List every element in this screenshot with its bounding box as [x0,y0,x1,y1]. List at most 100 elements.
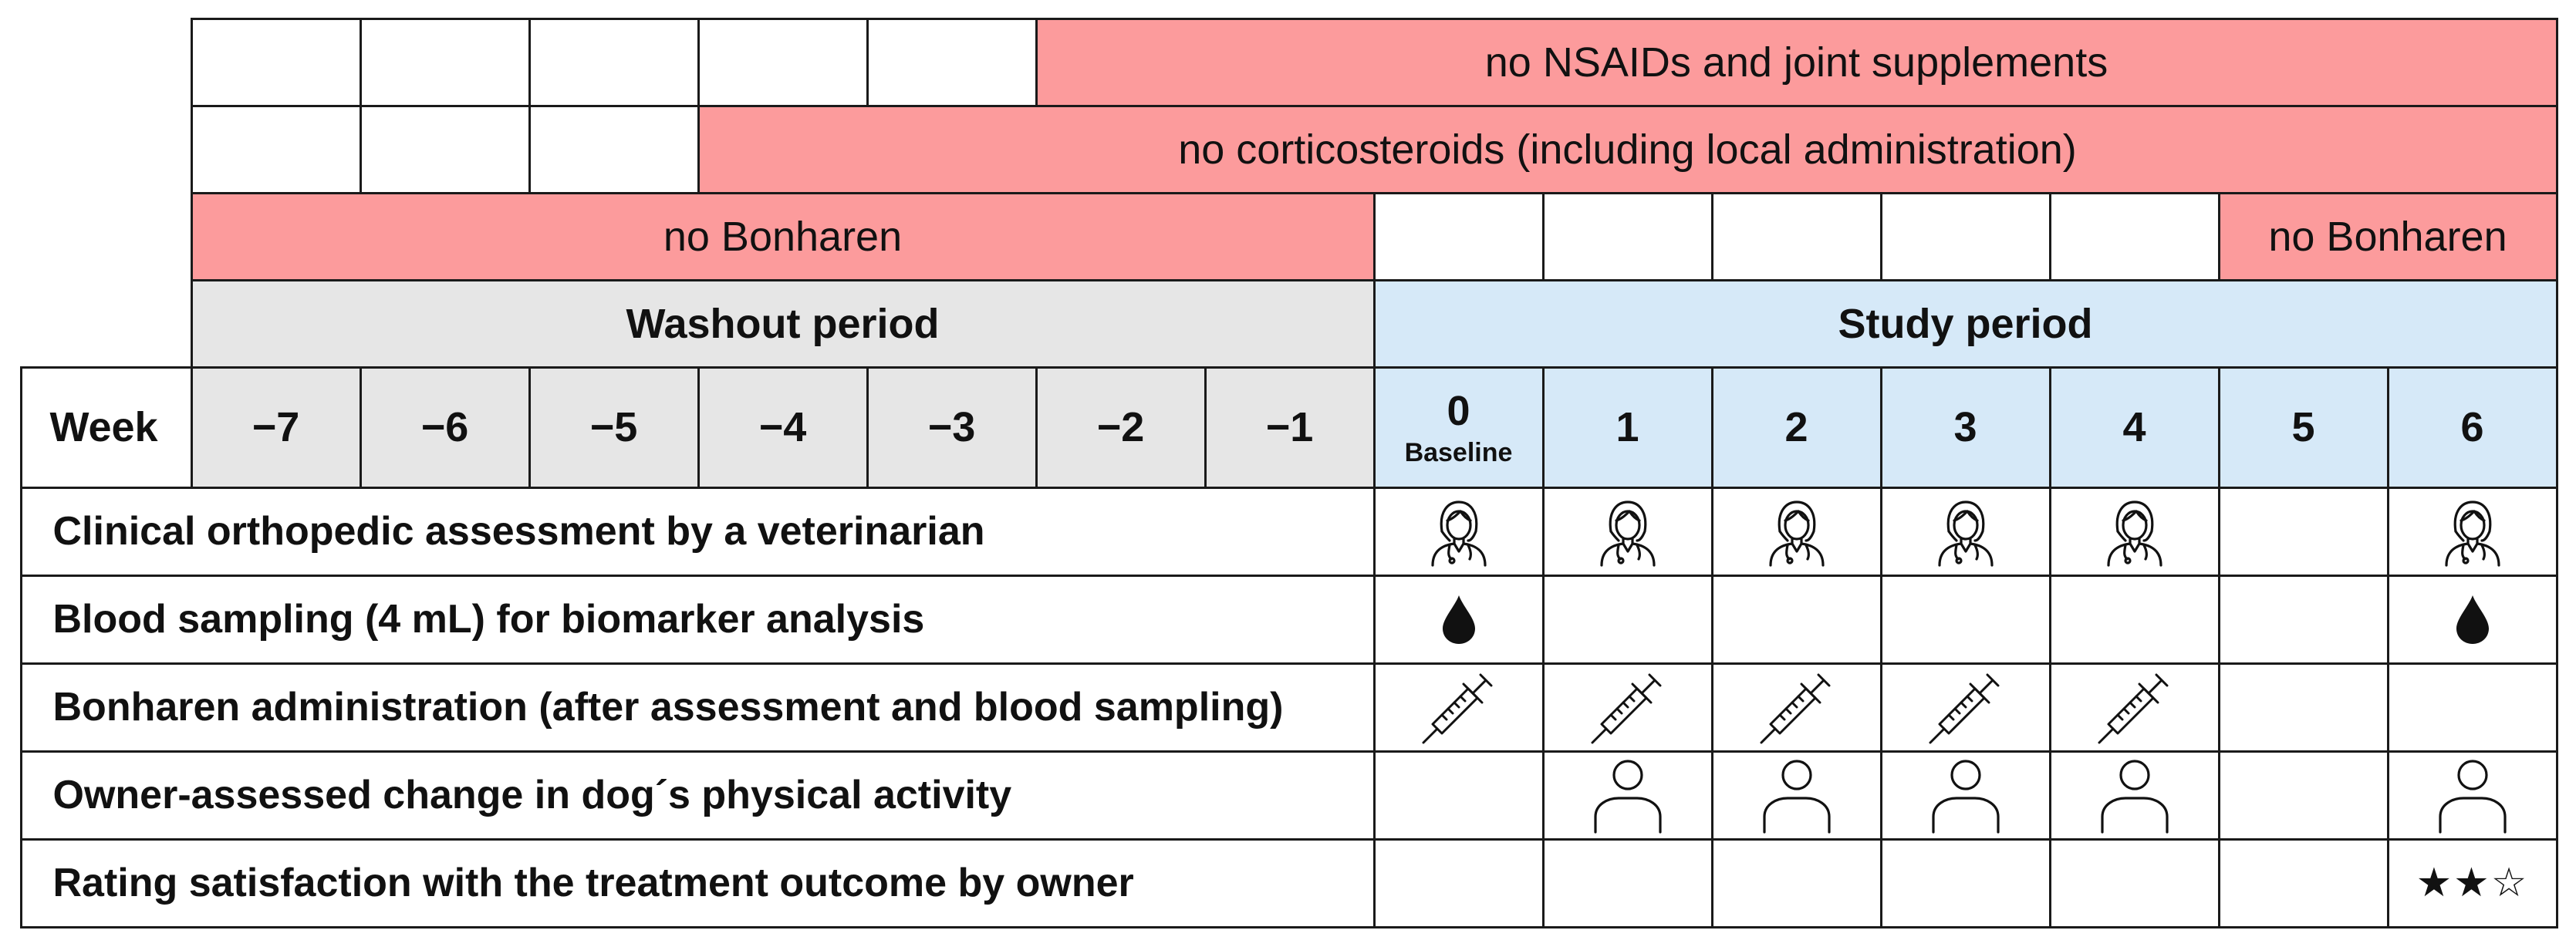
activity-cell [2386,662,2558,753]
washout-period-label: Washout period [626,300,940,347]
empty-cell [359,17,531,107]
week-number: 6 [2460,404,2484,450]
activity-cell [2048,662,2220,753]
week-cell: −6 [359,366,531,489]
activity-cell [1372,574,1545,665]
restriction-nsaids-label: no NSAIDs and joint supplements [1484,39,2108,86]
syringe-icon [1589,669,1666,746]
activity-label-cell: Owner-assessed change in dog´s physical … [19,750,1376,841]
week-number: −5 [589,404,638,450]
week-number: −1 [1265,404,1314,450]
week-cell: 5 [2217,366,2389,489]
empty-cell [1372,191,1545,281]
washout-period-header: Washout period [190,278,1376,369]
activity-cell [1372,662,1545,753]
week-number: −2 [1096,404,1145,450]
activity-cell [2048,750,2220,841]
week-number: 3 [1953,404,1977,450]
restriction-nsaids: no NSAIDs and joint supplements [1035,17,2558,107]
veterinarian-icon [1426,496,1491,567]
empty-cell [697,17,869,107]
syringe-icon [1927,669,2004,746]
activity-cell [1541,837,1713,928]
activity-cell [2217,750,2389,841]
activity-cell [2217,486,2389,577]
week-number: 1 [1615,404,1639,450]
baseline-label: Baseline [1404,437,1513,467]
restriction-bonharen-end-label: no Bonharen [2268,213,2507,260]
activity-cell [1541,486,1713,577]
activity-cell [1541,662,1713,753]
activity-cell [1879,486,2051,577]
empty-cell [190,17,362,107]
week-cell: −5 [528,366,700,489]
veterinarian-icon [2102,496,2167,567]
activity-cell [2048,574,2220,665]
activity-cell: ★★☆ [2386,837,2558,928]
empty-cell [2048,191,2220,281]
stars-icon: ★★☆ [2416,860,2529,906]
week-number: 4 [2122,404,2146,450]
empty-cell [1541,191,1713,281]
week-cell: 3 [1879,366,2051,489]
person-icon [1929,757,2003,834]
activity-cell [1879,574,2051,665]
activity-cell [1372,486,1545,577]
activity-cell [2217,837,2389,928]
activity-cell [2386,574,2558,665]
activity-cell [1372,837,1545,928]
activity-cell [1710,574,1882,665]
week-cell: 1 [1541,366,1713,489]
person-icon [2436,757,2510,834]
empty-cell [866,17,1038,107]
restriction-corticosteroids-label: no corticosteroids (including local admi… [1178,126,2077,173]
week-label-cell: Week [19,366,193,489]
study-period-header: Study period [1372,278,2558,369]
activity-label-cell: Bonharen administration (after assessmen… [19,662,1376,753]
empty-cell [528,17,700,107]
restriction-bonharen-washout: no Bonharen [190,191,1376,281]
veterinarian-icon [1933,496,1998,567]
blood-drop-icon [1440,592,1478,646]
activity-cell [1710,486,1882,577]
activity-label-cell: Rating satisfaction with the treatment o… [19,837,1376,928]
restriction-bonharen-end: no Bonharen [2217,191,2558,281]
week-number: 2 [1784,404,1808,450]
week-cell: −7 [190,366,362,489]
activity-cell [2386,486,2558,577]
activity-cell [1710,837,1882,928]
person-icon [1591,757,1665,834]
syringe-icon [1758,669,1835,746]
activity-label-cell: Clinical orthopedic assessment by a vete… [19,486,1376,577]
activity-cell [2048,486,2220,577]
activity-cell [1541,750,1713,841]
veterinarian-icon [2440,496,2505,567]
empty-cell [1879,191,2051,281]
syringe-icon [1420,669,1497,746]
activity-cell [1372,750,1545,841]
empty-cell [528,104,700,194]
week-cell: −4 [697,366,869,489]
restriction-corticosteroids: no corticosteroids (including local admi… [697,104,2558,194]
activity-cell [1879,662,2051,753]
study-period-label: Study period [1838,300,2093,347]
activity-cell [2217,574,2389,665]
person-icon [1760,757,1834,834]
blood-drop-icon [2453,592,2492,646]
activity-cell [2048,837,2220,928]
restriction-bonharen-washout-label: no Bonharen [663,213,903,260]
week-cell: 4 [2048,366,2220,489]
empty-cell [359,104,531,194]
week-cell: −3 [866,366,1038,489]
week-number: 0 [1447,387,1470,434]
activity-cell [2386,750,2558,841]
activity-label-cell: Blood sampling (4 mL) for biomarker anal… [19,574,1376,665]
week-number: −7 [252,404,300,450]
veterinarian-icon [1595,496,1660,567]
week-cell: 2 [1710,366,1882,489]
week-number: 5 [2291,404,2315,450]
activity-cell [1879,837,2051,928]
veterinarian-icon [1764,496,1829,567]
week-cell: −1 [1204,366,1376,489]
syringe-icon [2096,669,2173,746]
